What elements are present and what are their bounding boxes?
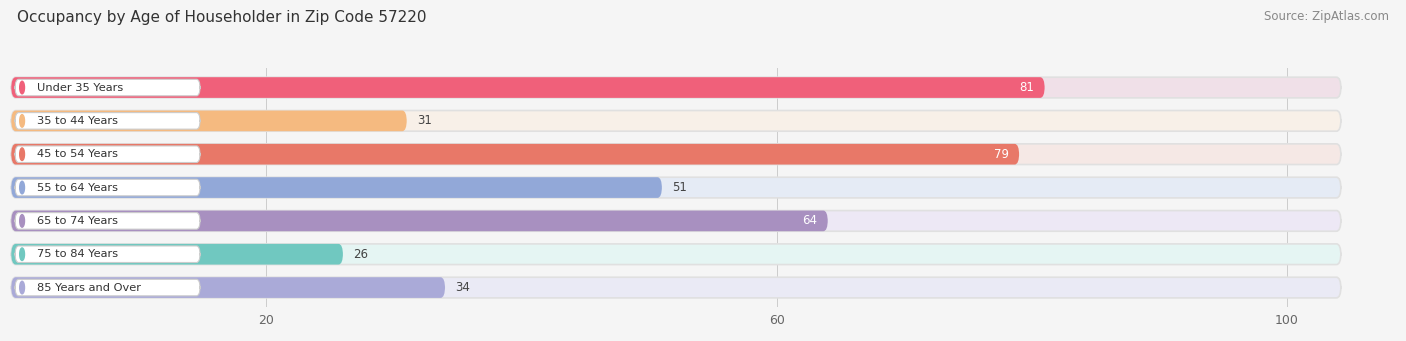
FancyBboxPatch shape (15, 246, 200, 263)
FancyBboxPatch shape (11, 177, 662, 198)
FancyBboxPatch shape (11, 144, 1019, 165)
FancyBboxPatch shape (11, 110, 406, 131)
FancyBboxPatch shape (15, 79, 200, 96)
Text: 65 to 74 Years: 65 to 74 Years (37, 216, 118, 226)
Text: 35 to 44 Years: 35 to 44 Years (37, 116, 118, 126)
FancyBboxPatch shape (11, 244, 1341, 265)
FancyBboxPatch shape (11, 110, 1341, 131)
Text: 55 to 64 Years: 55 to 64 Years (37, 182, 118, 193)
Text: 79: 79 (994, 148, 1010, 161)
Text: 64: 64 (803, 214, 817, 227)
Text: 34: 34 (456, 281, 470, 294)
Text: 75 to 84 Years: 75 to 84 Years (37, 249, 118, 259)
Circle shape (20, 115, 24, 127)
Text: 31: 31 (418, 114, 432, 128)
Text: 81: 81 (1019, 81, 1035, 94)
FancyBboxPatch shape (11, 77, 1341, 98)
FancyBboxPatch shape (11, 277, 1341, 298)
Circle shape (20, 181, 24, 194)
Text: Occupancy by Age of Householder in Zip Code 57220: Occupancy by Age of Householder in Zip C… (17, 10, 426, 25)
FancyBboxPatch shape (15, 213, 200, 229)
FancyBboxPatch shape (11, 210, 828, 231)
FancyBboxPatch shape (11, 244, 343, 265)
Text: 85 Years and Over: 85 Years and Over (37, 283, 141, 293)
FancyBboxPatch shape (11, 210, 1341, 231)
Circle shape (20, 148, 24, 161)
FancyBboxPatch shape (11, 277, 446, 298)
Text: 26: 26 (353, 248, 368, 261)
Circle shape (20, 281, 24, 294)
Circle shape (20, 81, 24, 94)
FancyBboxPatch shape (15, 146, 200, 162)
FancyBboxPatch shape (11, 144, 1341, 165)
Text: 45 to 54 Years: 45 to 54 Years (37, 149, 118, 159)
Text: 51: 51 (672, 181, 688, 194)
Circle shape (20, 214, 24, 227)
Text: Under 35 Years: Under 35 Years (37, 83, 122, 92)
FancyBboxPatch shape (15, 179, 200, 196)
FancyBboxPatch shape (11, 77, 1045, 98)
Circle shape (20, 248, 24, 261)
Text: Source: ZipAtlas.com: Source: ZipAtlas.com (1264, 10, 1389, 23)
FancyBboxPatch shape (15, 279, 200, 296)
FancyBboxPatch shape (11, 177, 1341, 198)
FancyBboxPatch shape (15, 113, 200, 129)
